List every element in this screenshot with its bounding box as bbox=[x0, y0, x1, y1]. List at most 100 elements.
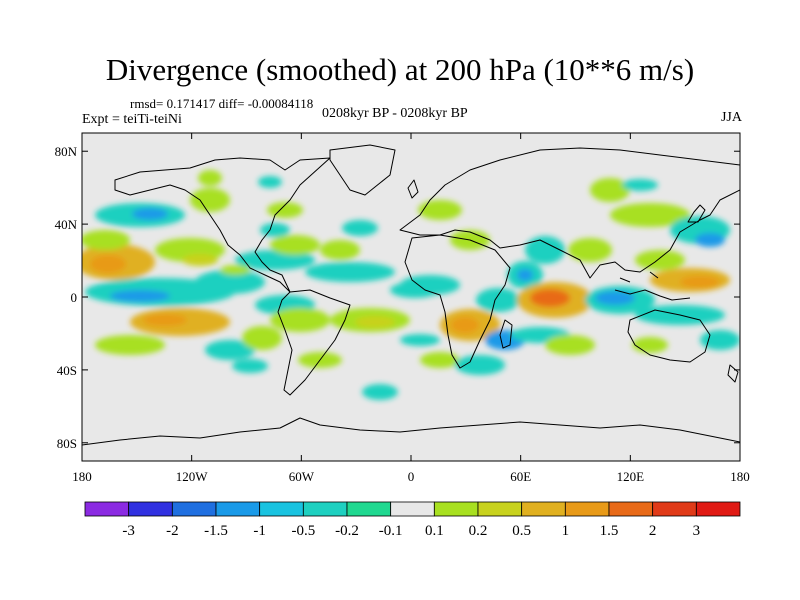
plot-title: Divergence (smoothed) at 200 hPa (10**6 … bbox=[105, 52, 695, 87]
colorbar-label: -0.1 bbox=[379, 523, 403, 539]
colorbar-label: -1.5 bbox=[204, 523, 228, 539]
field-blob bbox=[258, 176, 282, 188]
lon-tick-label: 60W bbox=[289, 469, 315, 484]
field-blob bbox=[632, 337, 668, 353]
colorbar-swatch bbox=[433, 501, 479, 517]
lon-tick-label: 120E bbox=[617, 469, 645, 484]
colorbar-label: 3 bbox=[693, 523, 701, 539]
coast-antarctica bbox=[82, 417, 740, 446]
field-blob bbox=[362, 384, 398, 400]
colorbar-label: 2 bbox=[649, 523, 657, 539]
colorbar-label: 1.5 bbox=[600, 523, 619, 539]
colorbar-swatch bbox=[171, 501, 217, 517]
colorbar-label: -2 bbox=[166, 523, 179, 539]
field-blob bbox=[455, 355, 505, 375]
field-blob bbox=[451, 317, 479, 333]
colorbar-swatch bbox=[608, 501, 654, 517]
field-blob bbox=[355, 316, 395, 328]
field-blob bbox=[270, 308, 330, 332]
colorbar-swatch bbox=[215, 501, 261, 517]
divergence-field bbox=[82, 170, 740, 400]
coast-africa bbox=[404, 234, 511, 369]
coast-europe-asia bbox=[399, 147, 740, 279]
field-blob bbox=[400, 275, 460, 295]
field-blob bbox=[545, 335, 595, 355]
field-blob bbox=[260, 223, 290, 237]
lon-tick-label: 180 bbox=[72, 469, 92, 484]
field-blob bbox=[242, 326, 282, 350]
longitude-ticks: 180 120W 60W 0 60E 120E 180 bbox=[72, 133, 750, 484]
field-blob bbox=[198, 170, 222, 186]
coast-uk bbox=[407, 179, 419, 199]
field-blob bbox=[590, 178, 630, 202]
field-blob bbox=[635, 250, 685, 270]
latitude-ticks: 80N 40N 0 40S 80S bbox=[55, 144, 740, 451]
field-blob bbox=[143, 314, 187, 326]
colorbar-swatch bbox=[302, 501, 348, 517]
coast-south-america bbox=[277, 289, 351, 396]
coast-madagascar bbox=[499, 319, 513, 349]
field-blob bbox=[622, 179, 658, 191]
colorbar-label: 0.2 bbox=[469, 523, 488, 539]
field-blob bbox=[568, 238, 612, 262]
field-blob bbox=[476, 288, 520, 312]
colorbar-label: 1 bbox=[562, 523, 570, 539]
field-blob bbox=[305, 262, 395, 282]
coastlines bbox=[82, 144, 740, 446]
coast-maritime bbox=[614, 271, 691, 301]
coast-north-america bbox=[114, 157, 331, 293]
period-label: 0208kyr BP - 0208kyr BP bbox=[322, 106, 468, 121]
rmsd-stats: rmsd= 0.171417 diff= -0.00084118 bbox=[130, 96, 314, 111]
colorbar-swatch bbox=[346, 501, 392, 517]
field-blob bbox=[420, 352, 460, 368]
colorbar-swatch bbox=[84, 501, 130, 517]
lon-tick-label: 180 bbox=[730, 469, 750, 484]
season-label: JJA bbox=[720, 110, 742, 125]
field-blob bbox=[205, 340, 255, 360]
lat-tick-label: 80N bbox=[55, 144, 78, 159]
colorbar-swatch bbox=[390, 501, 435, 517]
field-blob bbox=[320, 240, 360, 260]
colorbar-swatch bbox=[521, 501, 566, 517]
colorbar-label: 0.5 bbox=[512, 523, 531, 539]
field-blob bbox=[132, 208, 168, 220]
field-blob bbox=[610, 203, 690, 227]
colorbar-label: 0.1 bbox=[425, 523, 444, 539]
colorbar: -3 -2 -1.5 -1 -0.5 -0.2 -0.1 0.1 0.2 0.5 1 1.5 2 3 bbox=[84, 501, 741, 539]
lon-tick-label: 120W bbox=[176, 469, 209, 484]
field-blob bbox=[110, 290, 170, 302]
field-blob bbox=[95, 335, 165, 355]
lat-tick-label: 40N bbox=[55, 217, 78, 232]
field-blob bbox=[232, 359, 268, 373]
coast-japan bbox=[687, 204, 706, 223]
field-blob bbox=[695, 233, 725, 247]
field-blob bbox=[530, 289, 570, 307]
colorbar-label: -3 bbox=[122, 523, 135, 539]
lat-tick-label: 0 bbox=[71, 290, 78, 305]
field-blob bbox=[595, 291, 635, 305]
lat-tick-label: 80S bbox=[57, 436, 77, 451]
coast-australia bbox=[627, 309, 711, 363]
field-blob bbox=[525, 236, 565, 264]
colorbar-label: -0.2 bbox=[335, 523, 359, 539]
field-blob bbox=[517, 269, 533, 281]
experiment-label: Expt = teiTi-teiNi bbox=[82, 112, 182, 127]
lat-tick-label: 40S bbox=[57, 363, 77, 378]
field-blob bbox=[82, 230, 130, 250]
field-blob bbox=[220, 265, 250, 275]
colorbar-swatch bbox=[652, 501, 697, 517]
colorbar-swatch bbox=[477, 501, 523, 517]
colorbar-swatch bbox=[259, 501, 304, 517]
field-blob bbox=[342, 220, 378, 236]
field-blob bbox=[418, 200, 462, 220]
colorbar-swatch bbox=[564, 501, 610, 517]
colorbar-label: -0.5 bbox=[291, 523, 315, 539]
field-blob bbox=[270, 235, 320, 255]
field-blob bbox=[90, 255, 126, 273]
colorbar-swatch bbox=[128, 501, 173, 517]
colorbar-label: -1 bbox=[253, 523, 266, 539]
field-blob bbox=[195, 270, 265, 294]
field-blob bbox=[182, 254, 218, 266]
field-blob bbox=[680, 276, 720, 288]
